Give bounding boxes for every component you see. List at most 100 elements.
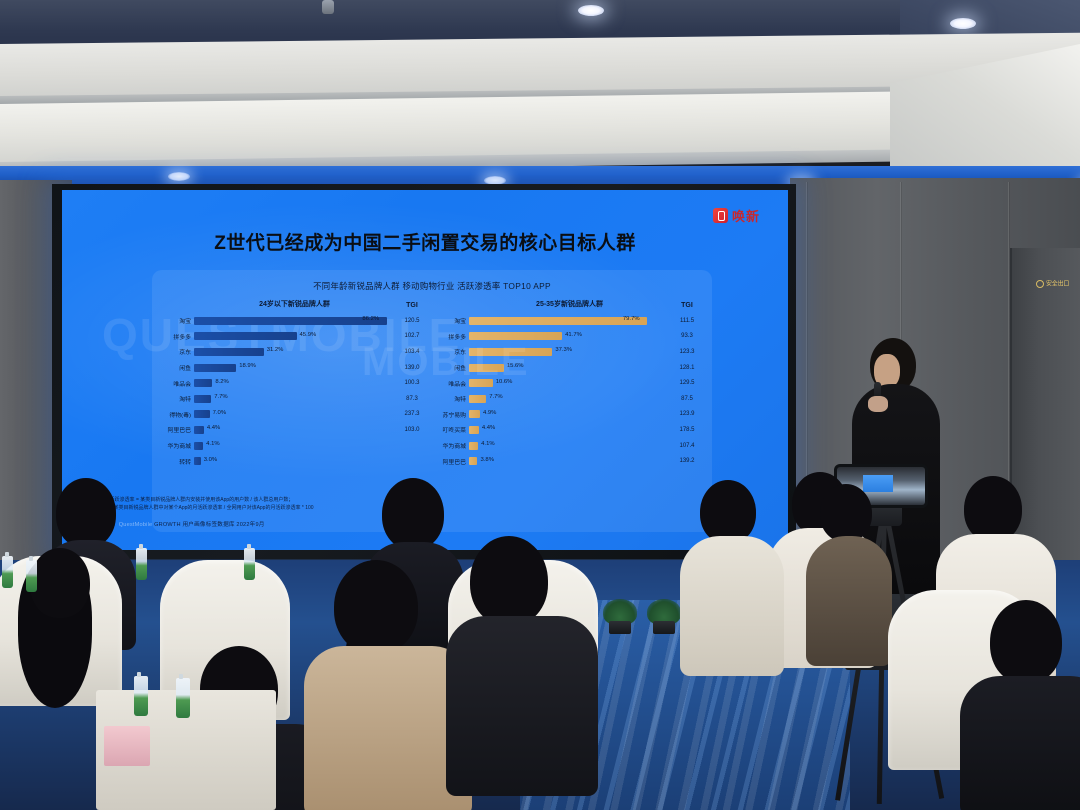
chart-row: 淘宝 86.2% 120.5 <box>160 313 429 329</box>
slide-logo: 唤新 <box>712 206 760 225</box>
chart-row-label: 华为商城 <box>442 444 466 451</box>
chart-bar-track: 10.6% <box>469 379 670 388</box>
chart-tgi-value: 178.5 <box>679 426 695 433</box>
chart-row: 华为商城 4.1% <box>160 438 429 454</box>
chart-value-label: 4.4% <box>481 425 496 432</box>
chart-bar <box>469 425 479 434</box>
chart-row-label: 拼多多 <box>448 334 466 341</box>
microphone-icon <box>874 382 881 408</box>
chart-right-tgi-header: TGI <box>681 302 693 309</box>
chart-left: 24岁以下新锐品牌人群 TGI 淘宝 86.2% 120.5 拼多多 45.9% 102.… <box>160 299 429 469</box>
chart-right-title: 25-35岁新锐品牌人群 <box>536 301 603 308</box>
footnote-2: 2. TGI = 某类目新锐品牌人群中对某个App的月活跃渗透率 / 全网用户对… <box>94 505 314 511</box>
chart-row-label: 唯品会 <box>448 381 466 388</box>
chart-value-label: 3.8% <box>480 456 494 463</box>
chart-row: 苏宁易购 4.9% 123.9 <box>435 407 704 423</box>
chart-tgi-value: 103.4 <box>404 348 420 355</box>
chart-value-label: 4.4% <box>206 425 221 432</box>
chart-row: 叮咚买菜 4.4% 178.5 <box>435 422 704 438</box>
chart-value-label: 7.0% <box>212 409 227 416</box>
wall-wash-light <box>484 176 506 185</box>
chart-value-label: 7.7% <box>214 394 228 401</box>
slide-title: Z世代已经成为中国二手闲置交易的核心目标人群 <box>214 233 636 254</box>
chart-tgi-value: 120.5 <box>404 317 420 324</box>
chart-row-label: 淘宝 <box>179 319 191 326</box>
chart-tgi-value: 123.9 <box>679 411 695 418</box>
chart-tgi-value: 139.2 <box>679 458 695 465</box>
chart-bar <box>194 394 212 403</box>
chart-bar-track: 15.6% <box>469 363 670 372</box>
chart-tgi-value: 139.0 <box>404 364 420 371</box>
chart-left-rows: 淘宝 86.2% 120.5 拼多多 45.9% 102.7 京东 31.2% 103.4 闲鱼 1… <box>160 313 429 469</box>
chart-row-label: 唯品会 <box>173 381 191 388</box>
slide-logo-text: 唤新 <box>731 209 760 224</box>
chart-bar-track: 7.7% <box>194 394 395 403</box>
ceiling-downlight <box>578 5 604 16</box>
chart-bar-track: 79.7% <box>469 316 670 325</box>
sprinkler-icon <box>322 0 334 14</box>
chart-tgi-value: 103.0 <box>404 426 420 433</box>
chart-row: 阿里巴巴 4.4% 103.0 <box>160 422 429 438</box>
chart-row-label: 苏宁易购 <box>442 412 466 419</box>
chart-tgi-value: 87.5 <box>681 395 693 402</box>
speaker-hand <box>868 396 888 412</box>
chart-value-label: 4.9% <box>482 409 497 416</box>
water-bottle <box>176 674 190 718</box>
wall-seam <box>1008 182 1010 642</box>
chart-tgi-value: 100.3 <box>404 380 420 387</box>
chart-tgi-value: 123.3 <box>679 348 695 355</box>
chart-value-label: 41.7% <box>565 331 582 338</box>
chart-value-label: 45.9% <box>299 331 317 338</box>
chart-row: 京东 37.3% 123.3 <box>435 344 704 360</box>
chart-bar-track: 4.1% <box>194 441 395 450</box>
chart-tgi-value: 129.5 <box>679 380 695 387</box>
chart-tgi-value: 107.4 <box>679 442 695 449</box>
chart-value-label: 4.1% <box>206 441 220 448</box>
chart-bar <box>469 441 479 450</box>
chart-value-label: 8.2% <box>215 378 229 385</box>
chart-bar-track: 3.8% <box>469 456 670 466</box>
chart-bar-track: 37.3% <box>469 347 670 356</box>
chart-bar-track: 86.2% <box>194 316 395 325</box>
chart-row-label: 闲鱼 <box>179 366 191 373</box>
chart-bar <box>469 347 553 356</box>
door-recess <box>1010 248 1080 588</box>
chart-row: 淘特 7.7% 87.5 <box>435 391 704 407</box>
chart-row-label: 淘特 <box>179 397 191 404</box>
chart-row: 拼多多 45.9% 102.7 <box>160 329 429 345</box>
chart-right-header: 25-35岁新锐品牌人群 TGI <box>435 299 704 309</box>
chart-row-label: 叮咚买菜 <box>442 428 466 435</box>
source-rest: GROWTH 用户画像标签数据库 2022年9月 <box>152 522 265 528</box>
chart-row: 淘宝 79.7% 111.5 <box>435 313 704 329</box>
chart-row: 得物(毒) 7.0% 237.3 <box>160 407 429 423</box>
name-card <box>104 726 150 766</box>
chart-bar-track: 7.0% <box>194 409 395 419</box>
chart-row: 转转 3.0% <box>160 453 429 469</box>
chart-row: 唯品会 8.2% 100.3 <box>160 375 429 391</box>
chart-value-label: 4.1% <box>481 441 495 448</box>
chart-value-label: 15.6% <box>506 363 524 370</box>
exit-sign-icon: 安全出口 <box>1036 280 1076 300</box>
chart-row-label: 淘宝 <box>454 319 466 326</box>
water-bottle <box>26 556 37 592</box>
chart-tgi-value: 87.3 <box>406 395 418 402</box>
chart-bar <box>194 457 201 466</box>
chart-row-label: 闲鱼 <box>454 366 466 373</box>
chart-row: 京东 31.2% 103.4 <box>160 344 429 360</box>
water-bottle <box>136 544 147 580</box>
water-bottle <box>2 552 13 588</box>
wall-seam <box>806 182 808 642</box>
chart-bar <box>194 363 237 372</box>
chart-bar <box>194 316 387 325</box>
chart-row: 闲鱼 15.6% 128.1 <box>435 360 704 376</box>
water-bottle <box>134 672 148 716</box>
chart-bar <box>469 332 563 341</box>
chart-bar <box>469 394 487 403</box>
water-bottle <box>244 544 255 580</box>
chart-bar <box>194 347 264 356</box>
chart-value-label: 18.9% <box>239 363 256 370</box>
chart-value-label: 79.7% <box>622 316 640 323</box>
chart-bar-track: 41.7% <box>469 331 670 341</box>
chart-value-label: 86.2% <box>362 316 380 323</box>
